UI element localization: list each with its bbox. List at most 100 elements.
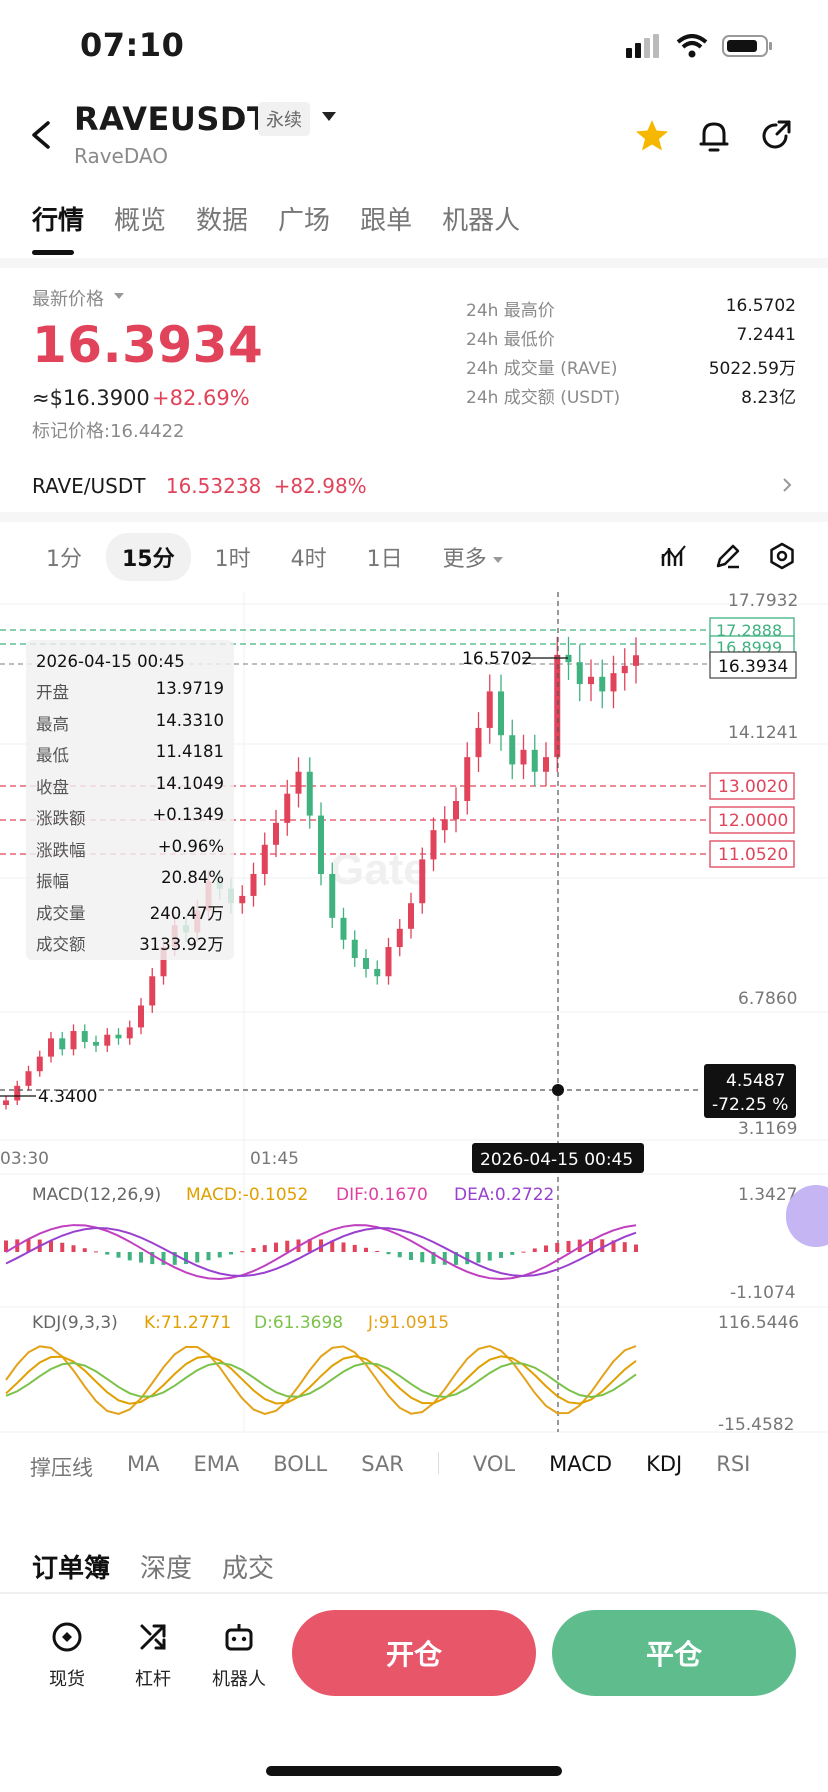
candle bbox=[329, 874, 336, 918]
macd-bar bbox=[195, 1252, 200, 1263]
tab-copytrade[interactable]: 跟单 bbox=[360, 206, 413, 236]
perpetual-tag: 永续 bbox=[258, 102, 310, 136]
tab-depth[interactable]: 深度 bbox=[140, 1554, 193, 1584]
ind-support-resistance[interactable]: 撑压线 bbox=[30, 1456, 93, 1480]
ind-vol[interactable]: VOL bbox=[472, 1452, 516, 1476]
macd-bar bbox=[105, 1252, 110, 1255]
macd-value: MACD:-0.1052 bbox=[186, 1185, 308, 1205]
macd-bar bbox=[476, 1252, 481, 1263]
macd-bar bbox=[499, 1252, 503, 1258]
price-tick: 3.1169 bbox=[738, 1119, 797, 1139]
close-position-button[interactable]: 平仓 bbox=[552, 1610, 796, 1696]
macd-bar bbox=[49, 1240, 53, 1252]
kdj-line bbox=[5, 1361, 637, 1399]
mark-price-value: 16.4422 bbox=[110, 421, 185, 442]
status-icons bbox=[626, 34, 772, 58]
candle bbox=[565, 654, 572, 663]
usd-price: ≈$16.3900 bbox=[32, 386, 150, 410]
ohlc-row: 最高 14.3310 bbox=[36, 710, 224, 734]
tf-1h[interactable]: 1时 bbox=[214, 547, 251, 572]
candle bbox=[498, 691, 504, 736]
macd-bar bbox=[442, 1252, 447, 1265]
candle bbox=[396, 928, 403, 948]
candle bbox=[126, 1027, 133, 1039]
tab-orderbook[interactable]: 订单簿 bbox=[32, 1554, 111, 1584]
star-icon[interactable] bbox=[634, 118, 670, 154]
ind-boll[interactable]: BOLL bbox=[273, 1452, 328, 1476]
floating-assistant-bubble[interactable] bbox=[786, 1185, 828, 1247]
open-position-button[interactable]: 开仓 bbox=[292, 1610, 536, 1696]
tab-square[interactable]: 广场 bbox=[278, 206, 331, 236]
pair-title[interactable]: RAVEUSDT bbox=[74, 100, 270, 138]
tab-trades[interactable]: 成交 bbox=[222, 1554, 275, 1584]
current-price-tag bbox=[709, 651, 797, 679]
tab-overview[interactable]: 概览 bbox=[114, 206, 167, 236]
candle bbox=[351, 939, 358, 959]
candle bbox=[239, 895, 246, 904]
candle bbox=[509, 735, 516, 765]
macd-bar bbox=[240, 1251, 245, 1253]
tf-4h[interactable]: 4时 bbox=[290, 547, 327, 572]
chevron-right-icon[interactable] bbox=[780, 476, 794, 494]
candle bbox=[14, 1085, 21, 1101]
spot-icon bbox=[52, 1622, 82, 1652]
status-time: 07:10 bbox=[80, 26, 185, 64]
candle bbox=[430, 830, 437, 860]
candles bbox=[3, 636, 639, 1110]
ind-ma[interactable]: MA bbox=[127, 1452, 160, 1476]
spot-price: 16.53238 bbox=[165, 474, 262, 498]
crosshair-price: 4.5487 bbox=[726, 1071, 785, 1091]
candle bbox=[295, 771, 302, 794]
pair-dropdown-icon[interactable] bbox=[322, 112, 336, 121]
tab-data[interactable]: 数据 bbox=[196, 206, 249, 236]
spot-pair: RAVE/USDT bbox=[32, 474, 146, 498]
candle bbox=[531, 749, 538, 772]
macd-bar bbox=[521, 1251, 526, 1253]
macd-bar bbox=[454, 1252, 458, 1265]
macd-axis-bottom: -1.1074 bbox=[730, 1283, 796, 1303]
draw-pen-icon[interactable] bbox=[714, 542, 742, 570]
macd-bar bbox=[386, 1252, 391, 1255]
high-marker-label: 16.5702 bbox=[462, 649, 532, 669]
time-tick: 03:30 bbox=[0, 1149, 49, 1169]
price-tick: 6.7860 bbox=[738, 989, 797, 1009]
latest-price-label[interactable]: 最新价格 bbox=[32, 289, 104, 310]
candlestick-chart[interactable]: Gate 17.2888 16.8999 16.3934 13.0020 12.… bbox=[0, 592, 828, 1442]
tab-bot[interactable]: 机器人 bbox=[442, 206, 521, 236]
ohlc-date: 2026-04-15 00:45 bbox=[36, 652, 185, 671]
bottom-leverage[interactable]: 杠杆 bbox=[118, 1620, 188, 1691]
candle bbox=[104, 1034, 111, 1046]
tf-1m[interactable]: 1分 bbox=[46, 547, 82, 572]
order-lines-red: 13.0020 12.0000 11.0520 bbox=[0, 772, 795, 868]
ind-ema[interactable]: EMA bbox=[193, 1452, 240, 1476]
settings-icon[interactable] bbox=[768, 542, 796, 570]
macd-bar bbox=[319, 1239, 323, 1252]
spot-pair-row[interactable]: RAVE/USDT 16.53238 +82.98% bbox=[32, 474, 367, 498]
back-icon[interactable] bbox=[28, 120, 54, 150]
ind-rsi[interactable]: RSI bbox=[716, 1452, 751, 1476]
bottom-robot[interactable]: 机器人 bbox=[204, 1620, 274, 1691]
order-line-label: 11.0520 bbox=[718, 845, 788, 865]
caret-down-icon[interactable] bbox=[114, 293, 124, 299]
macd-bar bbox=[487, 1252, 492, 1261]
candle bbox=[385, 947, 392, 977]
ind-kdj[interactable]: KDJ bbox=[646, 1452, 683, 1476]
bottom-spot[interactable]: 现货 bbox=[32, 1620, 102, 1691]
bell-icon[interactable] bbox=[696, 118, 732, 154]
macd-bar bbox=[161, 1252, 166, 1265]
indicator-chart-icon[interactable] bbox=[660, 542, 688, 570]
ind-sar[interactable]: SAR bbox=[361, 1452, 404, 1476]
macd-bar bbox=[330, 1240, 335, 1252]
kdj-series bbox=[5, 1345, 637, 1416]
tf-1d[interactable]: 1日 bbox=[366, 547, 403, 572]
ohlc-row: 开盘 13.9719 bbox=[36, 679, 224, 702]
ohlc-row: 涨跌幅 +0.96% bbox=[36, 836, 224, 860]
ind-macd[interactable]: MACD bbox=[549, 1452, 613, 1476]
crosshair-price-tag bbox=[704, 1064, 796, 1118]
candle bbox=[441, 819, 448, 831]
signal-icon bbox=[626, 34, 659, 58]
tf-15m[interactable]: 15分 bbox=[106, 533, 191, 581]
tab-market[interactable]: 行情 bbox=[32, 206, 85, 236]
share-icon[interactable] bbox=[758, 118, 794, 154]
tf-more[interactable]: 更多 bbox=[427, 533, 519, 581]
